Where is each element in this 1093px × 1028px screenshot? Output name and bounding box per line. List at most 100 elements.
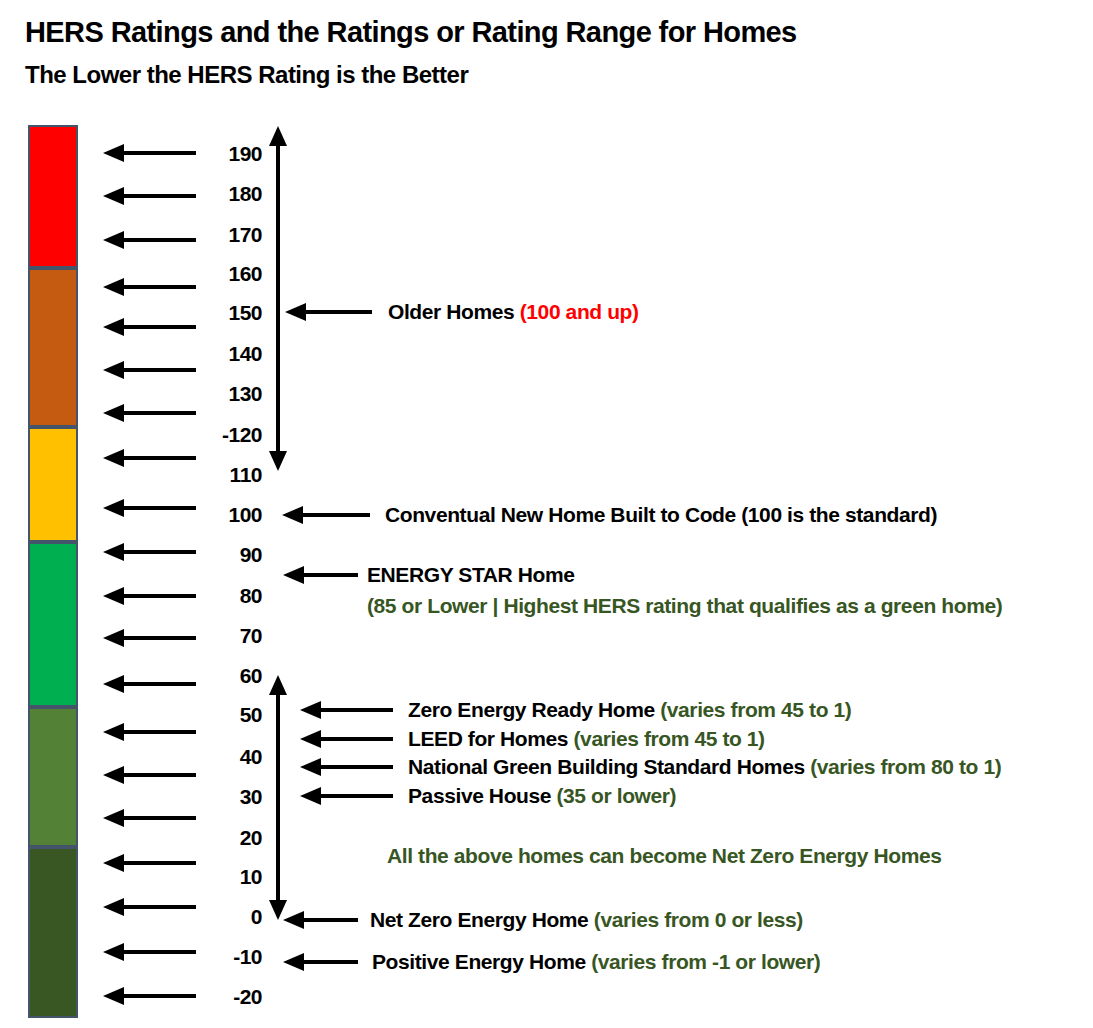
lower-range-arrow	[269, 675, 287, 920]
arrow-shaft	[122, 594, 196, 598]
zero-energy-ready-label-text: (varies from 45 to 1)	[660, 698, 851, 721]
net-zero-possible-note-text: All the above homes can become Net Zero …	[387, 844, 942, 867]
tick-pointer-arrow	[103, 361, 196, 379]
zero-energy-ready-label: Zero Energy Ready Home (varies from 45 t…	[408, 697, 851, 723]
arrow-shaft	[319, 765, 393, 769]
tick-pointer-arrow	[103, 723, 196, 741]
arrow-head-left	[103, 361, 124, 379]
arrow-head-left	[103, 723, 124, 741]
passive-house-label-text: Passive House	[408, 784, 557, 807]
conventional-new-home-label-arrow	[282, 506, 370, 524]
older-homes-label-text: Older Homes	[388, 300, 520, 323]
arrow-head-left	[300, 758, 321, 776]
tick-pointer-arrow	[103, 629, 196, 647]
arrow-shaft	[122, 506, 196, 510]
zero-energy-ready-label-arrow	[300, 701, 393, 719]
positive-energy-home-label-text: (varies from -1 or lower)	[591, 950, 820, 973]
arrow-shaft	[122, 816, 196, 820]
arrow-shaft	[276, 691, 280, 904]
arrow-head-left	[300, 730, 321, 748]
energy-star-home-label-text: ENERGY STAR Home	[367, 563, 575, 586]
arrow-head-left	[283, 953, 304, 971]
arrow-head-left	[103, 318, 124, 336]
tick-pointer-arrow	[103, 766, 196, 784]
upper-range-arrow	[269, 126, 287, 471]
arrow-shaft	[122, 636, 196, 640]
arrow-head-left	[103, 499, 124, 517]
arrow-shaft	[122, 730, 196, 734]
national-green-building-label-arrow	[300, 758, 393, 776]
tick-label: 30	[170, 784, 262, 810]
conventional-new-home-label-text: Conventual New Home Built to Code (100 i…	[385, 503, 937, 526]
tick-pointer-arrow	[103, 278, 196, 296]
older-homes-label-text: (100 and up)	[520, 300, 639, 323]
arrow-head-left	[103, 144, 124, 162]
arrow-head-down	[269, 451, 287, 471]
energy-star-home-label: ENERGY STAR Home	[367, 562, 575, 588]
arrow-head-left	[103, 404, 124, 422]
tick-pointer-arrow	[103, 499, 196, 517]
energy-star-note: (85 or Lower | Highest HERS rating that …	[367, 593, 1002, 619]
arrow-shaft	[122, 950, 196, 954]
passive-house-label: Passive House (35 or lower)	[408, 783, 676, 809]
arrow-head-left	[103, 898, 124, 916]
arrow-head-left	[103, 854, 124, 872]
arrow-shaft	[122, 238, 196, 242]
arrow-shaft	[122, 368, 196, 372]
arrow-shaft	[122, 773, 196, 777]
net-zero-energy-home-label: Net Zero Energy Home (varies from 0 or l…	[370, 907, 803, 933]
arrow-shaft	[276, 142, 280, 455]
arrow-shaft	[122, 905, 196, 909]
tick-pointer-arrow	[103, 898, 196, 916]
arrow-shaft	[122, 325, 196, 329]
arrow-head-left	[103, 449, 124, 467]
arrow-shaft	[122, 411, 196, 415]
net-zero-possible-note: All the above homes can become Net Zero …	[387, 843, 942, 869]
arrow-head-left	[103, 278, 124, 296]
leed-for-homes-label-arrow	[300, 730, 393, 748]
arrow-head-left	[103, 543, 124, 561]
arrow-shaft	[122, 285, 196, 289]
arrow-shaft	[122, 861, 196, 865]
arrow-shaft	[302, 573, 358, 577]
arrow-head-left	[103, 943, 124, 961]
arrow-head-left	[103, 987, 124, 1005]
hers-rating-diagram: HERS Ratings and the Ratings or Rating R…	[0, 0, 1093, 1028]
arrow-head-left	[103, 629, 124, 647]
tick-pointer-arrow	[103, 987, 196, 1005]
older-homes-label-arrow	[285, 303, 372, 321]
older-homes-label: Older Homes (100 and up)	[388, 299, 639, 325]
national-green-building-label-text: National Green Building Standard Homes	[408, 755, 810, 778]
leed-for-homes-label: LEED for Homes (varies from 45 to 1)	[408, 726, 765, 752]
amber-segment	[28, 427, 78, 542]
arrow-head-left	[103, 231, 124, 249]
arrow-shaft	[319, 737, 393, 741]
arrow-head-left	[285, 303, 306, 321]
net-zero-energy-home-label-text: (varies from 0 or less)	[594, 908, 803, 931]
conventional-new-home-label: Conventual New Home Built to Code (100 i…	[385, 502, 937, 528]
positive-energy-home-label: Positive Energy Home (varies from -1 or …	[372, 949, 820, 975]
arrow-head-left	[103, 809, 124, 827]
tick-label: -120	[170, 422, 262, 448]
page-title: HERS Ratings and the Ratings or Rating R…	[25, 16, 797, 49]
page-subtitle: The Lower the HERS Rating is the Better	[25, 61, 468, 89]
arrow-shaft	[301, 513, 370, 517]
passive-house-label-arrow	[300, 787, 393, 805]
arrow-shaft	[319, 794, 393, 798]
arrow-head-left	[103, 587, 124, 605]
arrow-head-left	[283, 911, 304, 929]
tick-pointer-arrow	[103, 318, 196, 336]
olive-segment	[28, 707, 78, 847]
arrow-shaft	[122, 994, 196, 998]
zero-energy-ready-label-text: Zero Energy Ready Home	[408, 698, 660, 721]
arrow-shaft	[122, 456, 196, 460]
arrow-head-left	[283, 566, 304, 584]
green-segment	[28, 542, 78, 707]
arrow-head-left	[103, 187, 124, 205]
leed-for-homes-label-text: (varies from 45 to 1)	[574, 727, 765, 750]
tick-pointer-arrow	[103, 675, 196, 693]
tick-pointer-arrow	[103, 943, 196, 961]
arrow-shaft	[304, 310, 372, 314]
tick-pointer-arrow	[103, 231, 196, 249]
brown-segment	[28, 268, 78, 427]
